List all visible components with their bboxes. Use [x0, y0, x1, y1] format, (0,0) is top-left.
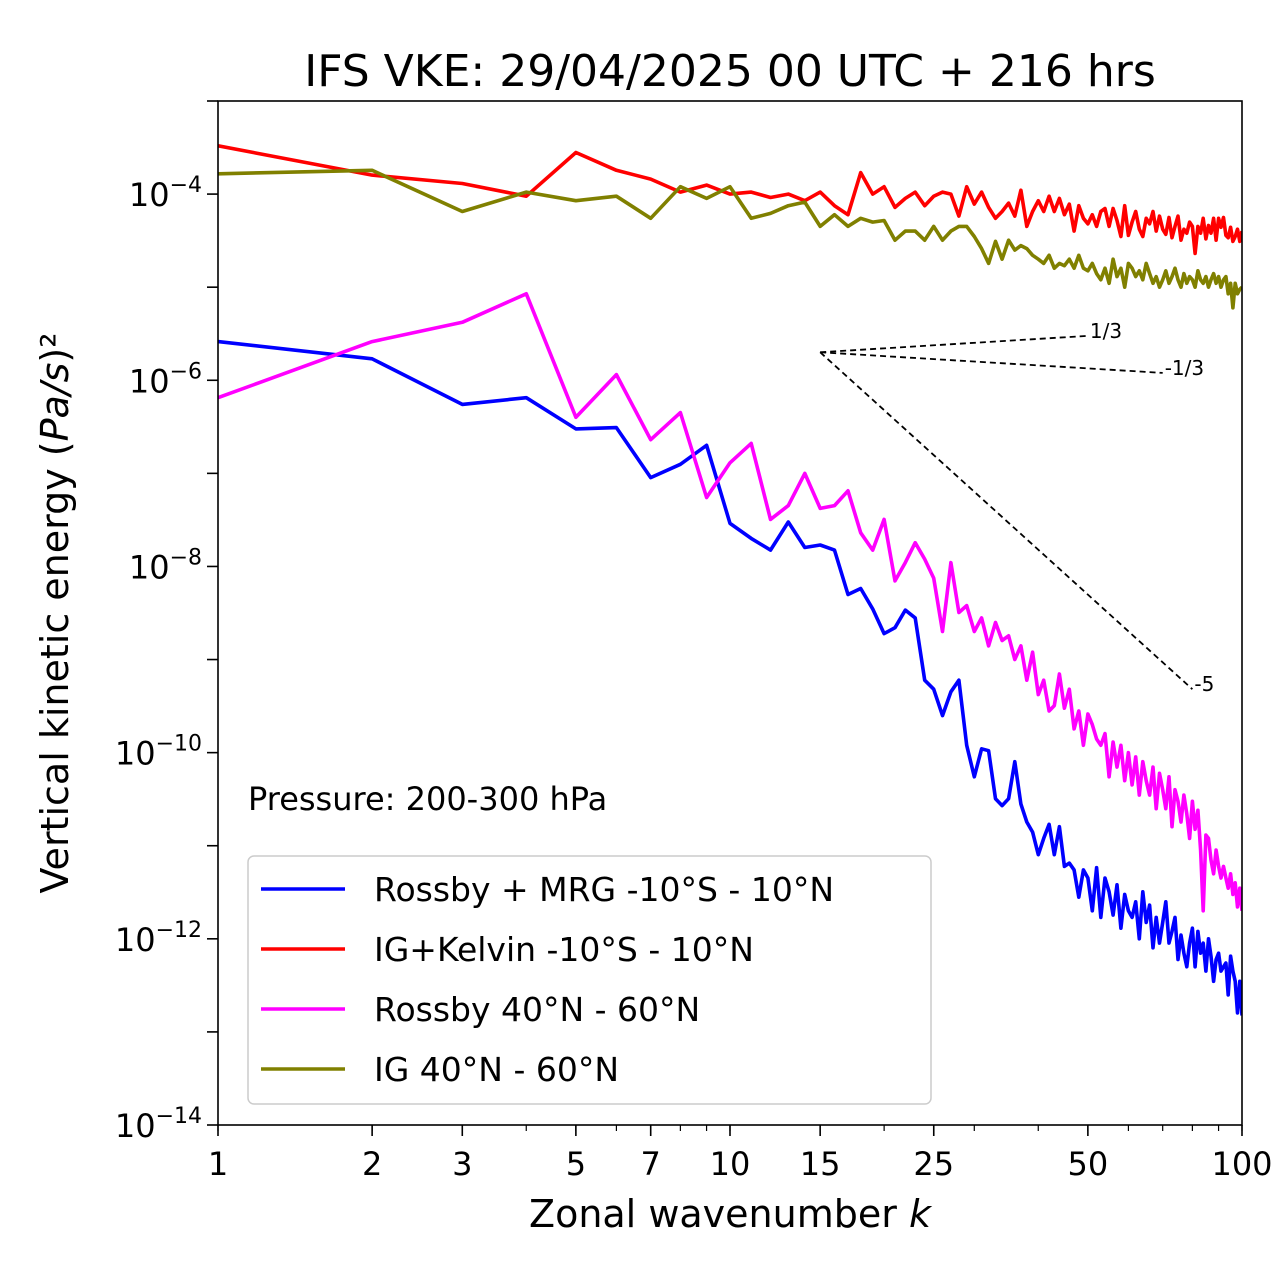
- legend-entry-label: Rossby 40°N - 60°N: [374, 990, 700, 1029]
- y-tick-label: 10−8: [129, 545, 202, 586]
- x-tick-label: 25: [913, 1145, 954, 1183]
- legend-frame: [247, 855, 932, 1105]
- x-tick-label: 1: [208, 1145, 228, 1183]
- series-lines: [218, 144, 1242, 1016]
- y-axis-ticks: 10−14 10−12 10−10 10−8 10−6 10−4: [115, 100, 218, 1145]
- x-tick-label: 50: [1068, 1145, 1109, 1183]
- series-line-2: [218, 291, 1242, 913]
- series-line-3: [218, 168, 1242, 310]
- legend-entry-label: Rossby + MRG -10°S - 10°N: [374, 870, 834, 909]
- y-tick-label: 10−4: [129, 173, 202, 214]
- x-tick-label: 2: [362, 1145, 382, 1183]
- legend-entry-label: IG+Kelvin -10°S - 10°N: [374, 930, 754, 969]
- series-line-1: [218, 144, 1242, 256]
- reference-line-label: -5: [1194, 672, 1214, 696]
- pressure-annotation: Pressure: 200-300 hPa: [248, 780, 607, 818]
- x-tick-label: 100: [1211, 1145, 1272, 1183]
- y-axis-label: Vertical kinetic energy (Pa/s)²: [33, 333, 77, 894]
- reference-line-label: -1/3: [1165, 356, 1204, 380]
- y-tick-label: 10−6: [129, 359, 202, 400]
- x-tick-label: 15: [800, 1145, 841, 1183]
- legend: Rossby + MRG -10°S - 10°N IG+Kelvin -10°S…: [247, 855, 932, 1105]
- y-tick-label: 10−10: [115, 732, 202, 773]
- reference-line-1/3: [820, 334, 1088, 354]
- x-tick-label: 3: [452, 1145, 472, 1183]
- x-axis-label: Zonal wavenumber k: [529, 1192, 933, 1236]
- chart-title: IFS VKE: 29/04/2025 00 UTC + 216 hrs: [304, 46, 1156, 97]
- x-tick-label: 5: [566, 1145, 586, 1183]
- x-axis-ticks: 1 2 3 5 7 10 15 25 50 100: [208, 1125, 1273, 1183]
- reference-line--5: [819, 351, 1193, 690]
- series-line-0: [218, 339, 1242, 1016]
- legend-entry-label: IG 40°N - 60°N: [374, 1050, 619, 1089]
- y-tick-label: 10−14: [115, 1104, 202, 1145]
- reference-slope-lines: 1/3 -1/3 -5: [819, 319, 1214, 696]
- reference-line--1/3: [820, 351, 1163, 374]
- x-tick-label: 7: [641, 1145, 661, 1183]
- reference-line-label: 1/3: [1090, 319, 1122, 343]
- y-tick-label: 10−12: [115, 918, 202, 959]
- x-tick-label: 10: [710, 1145, 751, 1183]
